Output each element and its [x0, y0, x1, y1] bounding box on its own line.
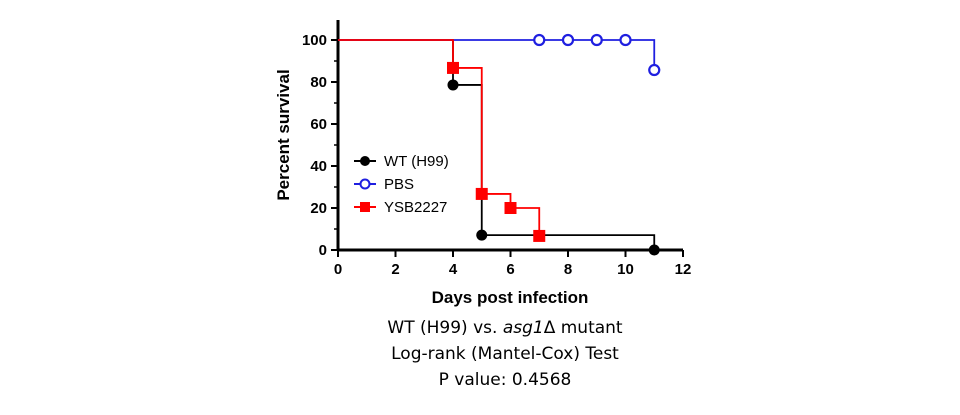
y-axis-label: Percent survival	[274, 69, 293, 200]
caption-gene: asg1	[502, 318, 544, 338]
axes: 0 2 4 6 8 10 12 0 20 40 60 80 100	[302, 20, 691, 278]
caption-comparison: WT (H99) vs. asg1Δ mutant	[0, 318, 960, 338]
caption-suffix: Δ mutant	[543, 318, 623, 338]
series-line-0	[338, 39, 656, 250]
data-point	[619, 33, 632, 47]
legend-marker-pbs	[354, 178, 376, 190]
legend-label-wt: WT (H99)	[384, 153, 449, 170]
series-layer	[338, 33, 661, 256]
data-point	[590, 33, 603, 47]
data-point	[475, 187, 488, 200]
legend-marker-wt	[354, 156, 376, 166]
y-tick-label: 80	[310, 74, 327, 91]
legend-label-ysb2227: YSB2227	[384, 199, 448, 216]
data-point	[504, 202, 517, 214]
legend-marker-ysb2227	[354, 202, 376, 212]
data-point	[648, 244, 660, 256]
y-tick-label: 100	[302, 32, 327, 49]
caption-test: Log-rank (Mantel-Cox) Test	[391, 344, 619, 364]
x-tick-label: 8	[564, 261, 572, 278]
x-axis-label: Days post infection	[432, 288, 589, 307]
x-tick-label: 12	[675, 261, 692, 278]
y-tick-label: 40	[310, 158, 327, 175]
data-point	[648, 63, 661, 77]
caption-pvalue: P value: 0.4568	[438, 370, 572, 390]
data-point	[476, 229, 488, 241]
y-tick-label: 60	[310, 116, 327, 133]
x-tick-label: 10	[617, 261, 634, 278]
y-tick-label: 0	[319, 242, 327, 259]
data-point	[561, 33, 575, 47]
data-point	[533, 229, 546, 242]
data-point	[533, 33, 546, 47]
data-point	[447, 79, 459, 91]
caption-prefix: WT (H99) vs.	[387, 318, 503, 338]
x-tick-label: 0	[334, 261, 342, 278]
series-line-1	[338, 39, 656, 71]
y-tick-label: 20	[310, 200, 327, 217]
data-point	[447, 61, 459, 74]
x-tick-label: 4	[449, 261, 458, 278]
legend-label-pbs: PBS	[384, 176, 415, 193]
x-tick-label: 6	[506, 261, 514, 278]
x-tick-label: 2	[391, 261, 399, 278]
